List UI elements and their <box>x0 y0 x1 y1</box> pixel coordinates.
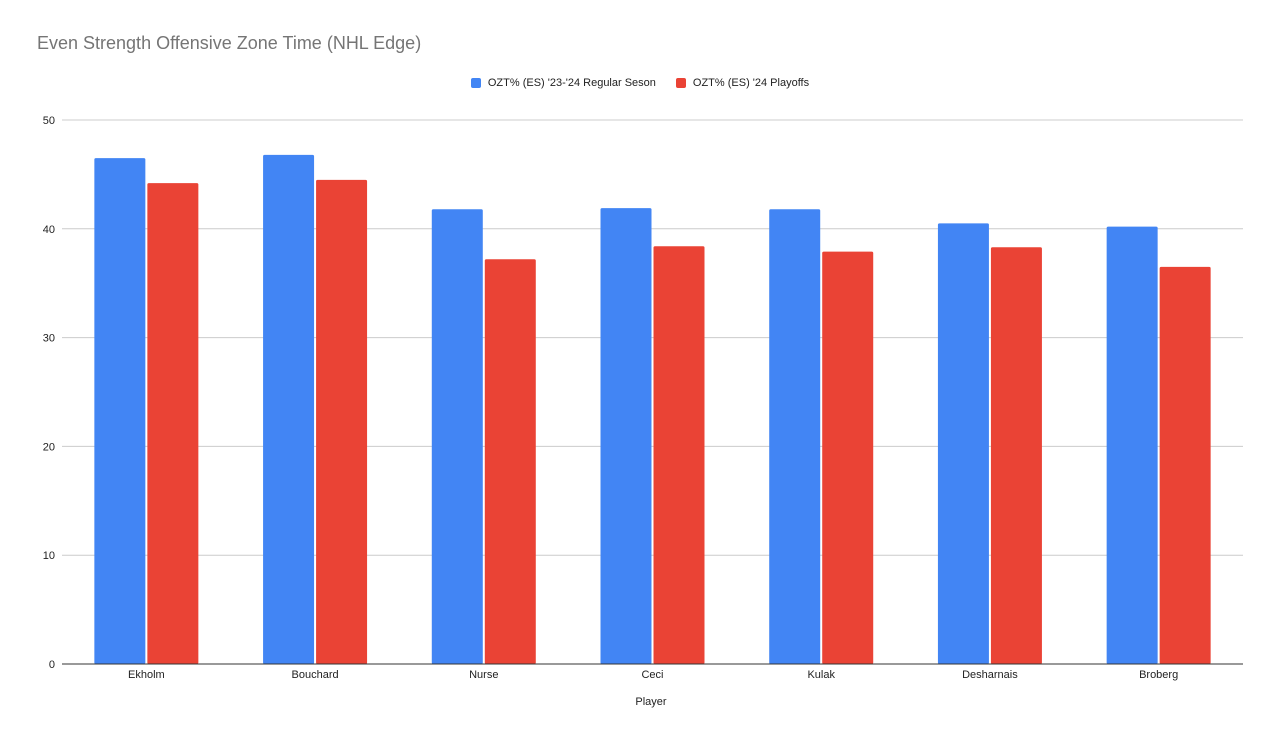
legend-label-playoffs: OZT% (ES) '24 Playoffs <box>692 77 810 89</box>
x-tick-label: Ceci <box>641 669 663 681</box>
legend-item-regular-season[interactable]: OZT% (ES) '23-'24 Regular Seson <box>470 77 656 89</box>
bar-playoffs[interactable] <box>653 246 705 664</box>
y-tick-label: 50 <box>43 115 55 127</box>
legend-item-playoffs[interactable]: OZT% (ES) '24 Playoffs <box>675 77 810 89</box>
x-tick-label: Kulak <box>807 669 835 681</box>
legend-swatch-regular-season <box>470 78 481 88</box>
bar-playoffs[interactable] <box>316 179 368 664</box>
x-tick-label: Bouchard <box>292 669 339 681</box>
bar-regular-season[interactable] <box>94 158 146 664</box>
bar-playoffs[interactable] <box>147 183 199 664</box>
bar-playoffs[interactable] <box>484 259 536 664</box>
chart-legend: OZT% (ES) '23-'24 Regular Seson OZT% (ES… <box>0 77 1280 89</box>
bar-regular-season[interactable] <box>937 223 989 665</box>
legend-swatch-playoffs <box>675 78 686 88</box>
bar-regular-season[interactable] <box>1106 226 1158 664</box>
x-tick-label: Nurse <box>469 669 498 681</box>
gridlines <box>62 119 1243 556</box>
legend-label-regular-season: OZT% (ES) '23-'24 Regular Seson <box>487 77 656 89</box>
bar-playoffs[interactable] <box>990 247 1042 664</box>
x-tick-label: Desharnais <box>962 669 1018 681</box>
y-tick-label: 40 <box>43 224 55 236</box>
y-tick-label: 10 <box>43 550 55 562</box>
y-tick-label: 20 <box>43 441 55 453</box>
bar-regular-season[interactable] <box>769 209 821 664</box>
x-axis-label: Player <box>635 696 667 708</box>
bar-playoffs[interactable] <box>822 251 874 664</box>
x-tick-label: Broberg <box>1139 669 1178 681</box>
chart-title: Even Strength Offensive Zone Time (NHL E… <box>37 33 422 53</box>
x-tick-label: Ekholm <box>128 669 165 681</box>
bar-regular-season[interactable] <box>600 208 652 665</box>
bar-regular-season[interactable] <box>263 154 315 665</box>
y-tick-label: 30 <box>43 333 55 345</box>
bars <box>94 154 1211 665</box>
bar-regular-season[interactable] <box>431 209 483 664</box>
y-axis: 0 10 20 30 40 50 <box>43 115 55 671</box>
x-axis: Ekholm Bouchard Nurse Ceci Kulak Desharnais Br… <box>62 663 1243 681</box>
bar-playoffs[interactable] <box>1159 266 1211 664</box>
y-tick-label: 0 <box>49 659 55 671</box>
